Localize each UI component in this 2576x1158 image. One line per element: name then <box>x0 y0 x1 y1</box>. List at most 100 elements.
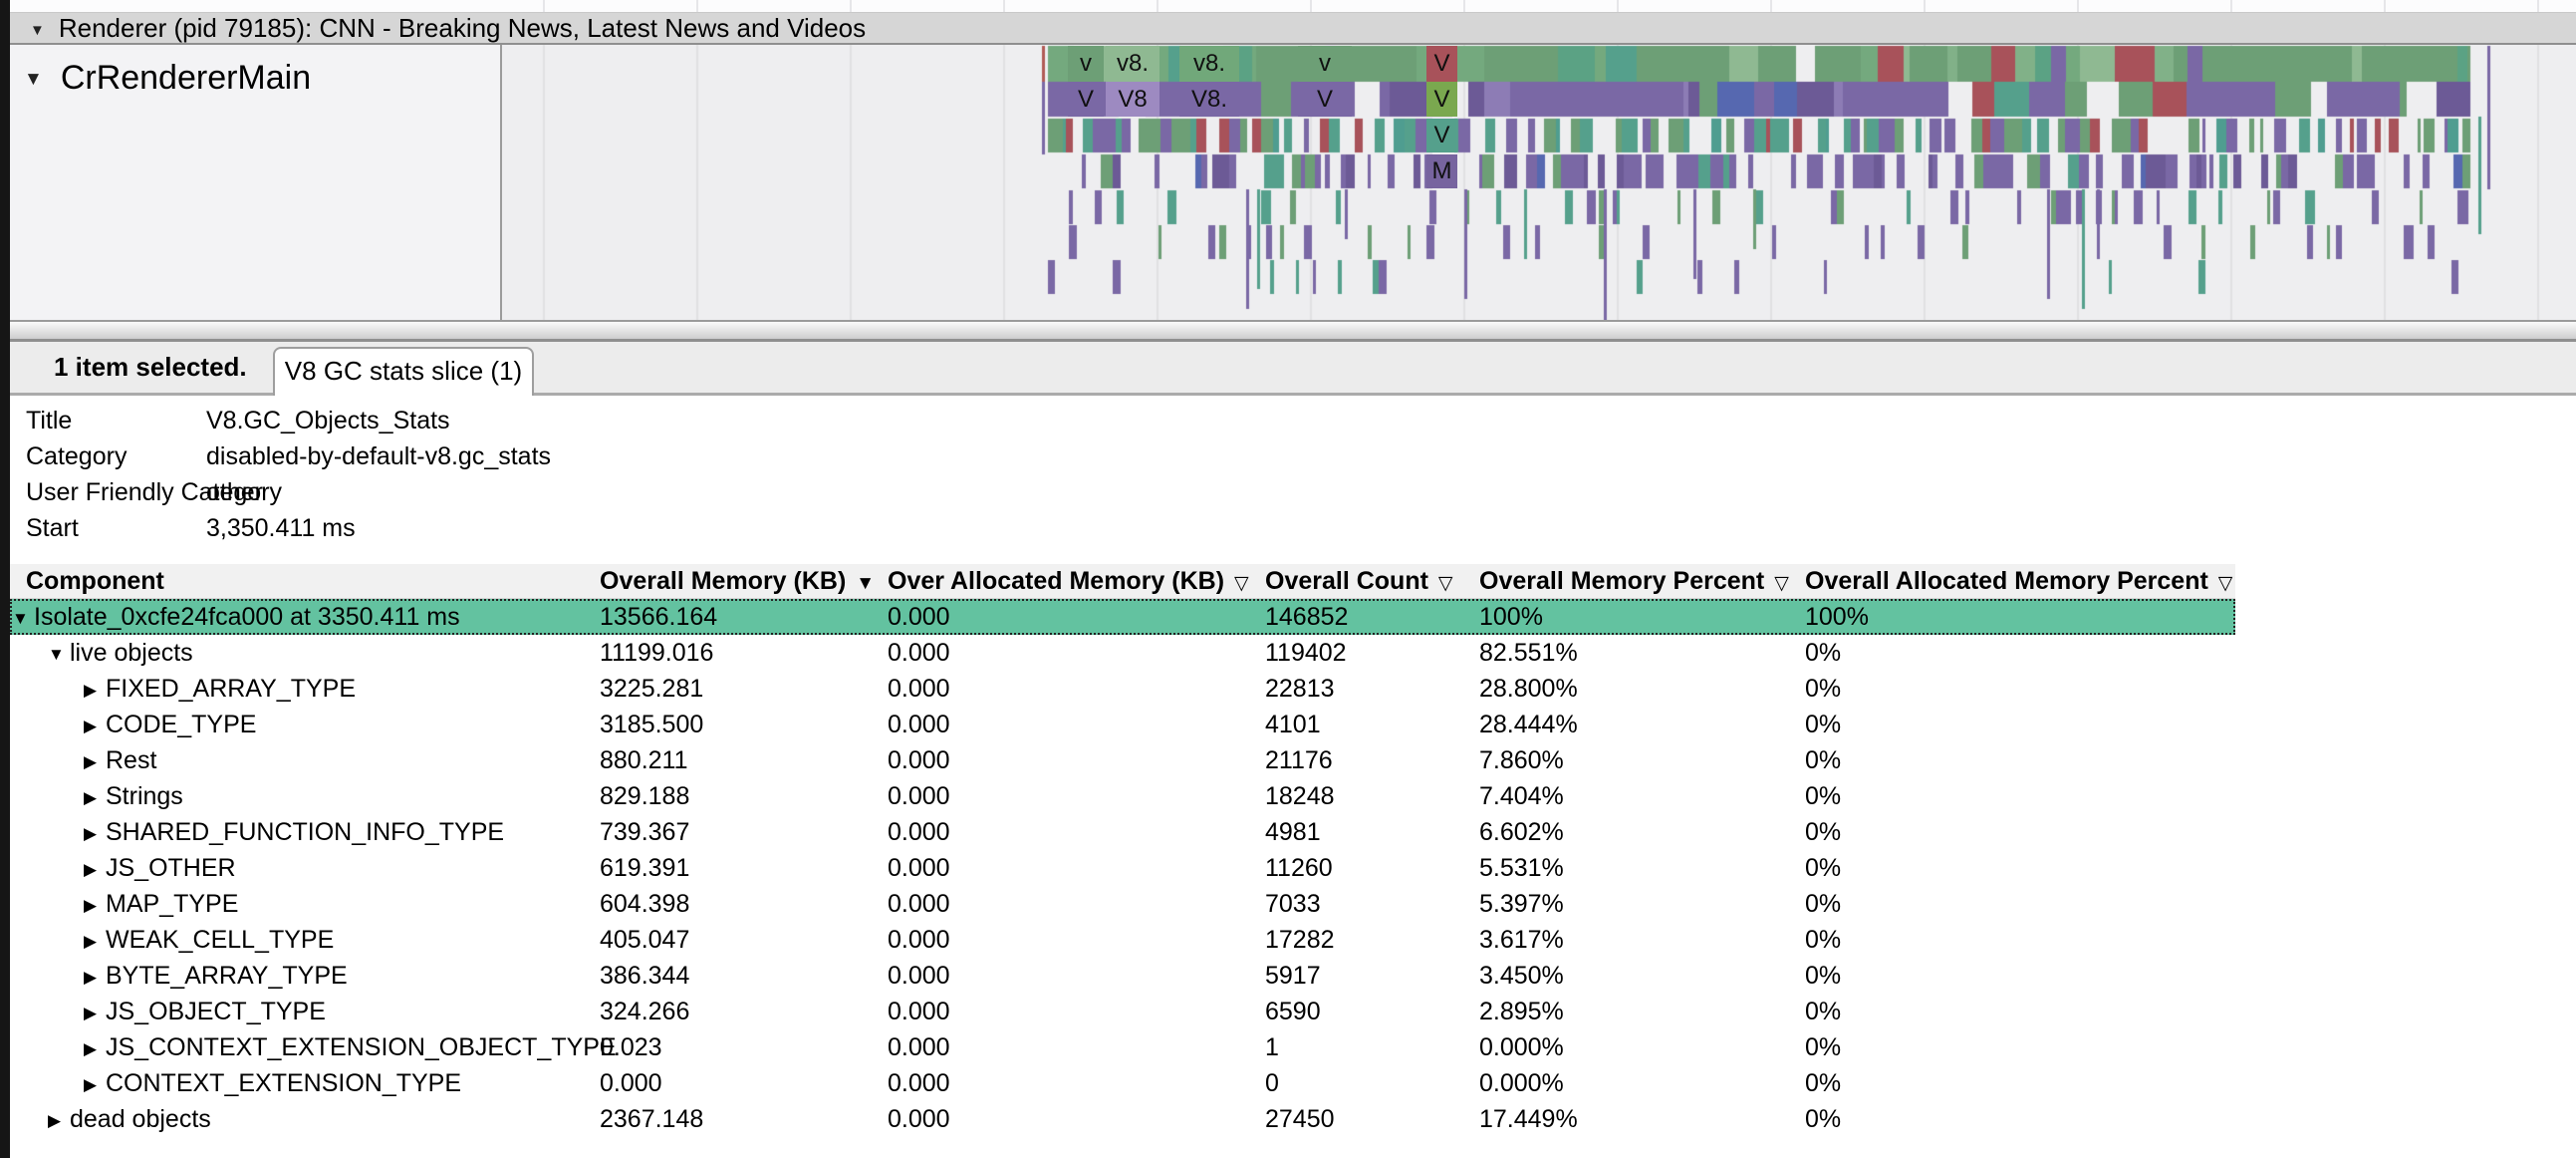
allocated-pct-cell: 0% <box>1805 1069 1842 1097</box>
detail-row: Title V8.GC_Objects_Stats <box>10 403 2576 438</box>
collapsed-arrow-icon[interactable]: ▶ <box>84 752 98 771</box>
count-cell: 11260 <box>1265 854 1333 882</box>
collapsed-arrow-icon[interactable]: ▶ <box>84 1075 98 1094</box>
table-body: ▼ Isolate_0xcfe24fca000 at 3350.411 ms 135… <box>10 599 2235 1137</box>
collapsed-arrow-icon[interactable]: ▶ <box>84 932 98 951</box>
component-label: JS_OTHER <box>106 854 236 882</box>
component-cell: ▼ Isolate_0xcfe24fca000 at 3350.411 ms <box>10 599 600 635</box>
table-row[interactable]: ▶ Rest 880.211 0.000 21176 7.860% 0% <box>10 742 2235 778</box>
component-label: dead objects <box>70 1105 211 1133</box>
memory-pct-cell: 7.860% <box>1479 746 1564 774</box>
column-header-over-allocated-memory-kb-[interactable]: Over Allocated Memory (KB) ▽ <box>888 564 1265 598</box>
column-header-overall-count[interactable]: Overall Count ▽ <box>1265 564 1479 598</box>
flame-slice-label[interactable]: v <box>1298 46 1352 82</box>
component-cell: ▶ Rest <box>10 742 600 778</box>
count-cell: 1 <box>1265 1033 1279 1061</box>
flame-slice-label[interactable]: V <box>1298 82 1352 117</box>
flame-slice-label[interactable]: v8. <box>1179 46 1239 82</box>
component-cell: ▼ live objects <box>10 635 600 671</box>
component-label: JS_OBJECT_TYPE <box>106 998 326 1025</box>
component-cell: ▶ JS_OBJECT_TYPE <box>10 994 600 1029</box>
table-row[interactable]: ▶ MAP_TYPE 604.398 0.000 7033 5.397% 0% <box>10 886 2235 922</box>
splitter-drag-handle[interactable] <box>10 322 2576 342</box>
sort-arrow-icon[interactable]: ▽ <box>1774 573 1789 594</box>
sort-arrow-active-icon[interactable]: ▼ <box>856 573 876 594</box>
column-header-overall-memory-kb-[interactable]: Overall Memory (KB) ▼ <box>600 564 888 598</box>
flame-slice-label[interactable]: V <box>1426 82 1457 117</box>
flame-slice-label[interactable]: V <box>1426 46 1457 82</box>
table-row[interactable]: ▶ BYTE_ARRAY_TYPE 386.344 0.000 5917 3.450% 0% <box>10 958 2235 994</box>
column-header-component[interactable]: Component <box>10 564 600 598</box>
component-cell: ▶ JS_CONTEXT_EXTENSION_OBJECT_TYPE <box>10 1029 617 1065</box>
over-allocated-cell: 0.000 <box>888 962 950 990</box>
flame-slice-label[interactable]: V8. <box>1179 82 1239 117</box>
over-allocated-cell: 0.000 <box>888 603 950 631</box>
table-row[interactable]: ▶ SHARED_FUNCTION_INFO_TYPE 739.367 0.000 49… <box>10 814 2235 850</box>
collapsed-arrow-icon[interactable]: ▶ <box>84 1004 98 1022</box>
sort-arrow-icon[interactable]: ▽ <box>1234 573 1249 594</box>
collapsed-arrow-icon[interactable]: ▶ <box>84 824 98 843</box>
gc-stats-table: Component Overall Memory (KB) ▼ Over Alloca… <box>10 564 2235 1137</box>
tab-v8-gc-stats-slice[interactable]: V8 GC stats slice (1) <box>273 347 534 396</box>
table-row[interactable]: ▶ JS_OTHER 619.391 0.000 11260 5.531% 0% <box>10 850 2235 886</box>
count-cell: 4101 <box>1265 711 1321 738</box>
detail-row: Category disabled-by-default-v8.gc_stats <box>10 438 2576 474</box>
table-row[interactable]: ▼ live objects 11199.016 0.000 119402 82.551%… <box>10 635 2235 671</box>
collapsed-arrow-icon[interactable]: ▶ <box>84 896 98 915</box>
table-row[interactable]: ▶ JS_CONTEXT_EXTENSION_OBJECT_TYPE 0.023 0.… <box>10 1029 2235 1065</box>
memory-cell: 604.398 <box>600 890 690 918</box>
collapsed-arrow-icon[interactable]: ▶ <box>84 860 98 879</box>
component-label: Strings <box>106 782 183 810</box>
allocated-pct-cell: 0% <box>1805 746 1842 774</box>
table-row[interactable]: ▶ FIXED_ARRAY_TYPE 3225.281 0.000 22813 28.80… <box>10 671 2235 707</box>
sort-arrow-icon[interactable]: ▽ <box>1437 573 1453 594</box>
flame-slice-label[interactable]: v <box>1068 46 1104 82</box>
table-row[interactable]: ▶ CONTEXT_EXTENSION_TYPE 0.000 0.000 0 0.000%… <box>10 1065 2235 1101</box>
flame-slice-label[interactable]: v8. <box>1106 46 1159 82</box>
flame-slice-label[interactable]: M <box>1426 154 1457 188</box>
collapsed-arrow-icon[interactable]: ▶ <box>84 968 98 987</box>
table-row[interactable]: ▼ Isolate_0xcfe24fca000 at 3350.411 ms 135… <box>10 599 2235 635</box>
component-label: WEAK_CELL_TYPE <box>106 926 335 954</box>
flame-slice-label[interactable]: V <box>1068 82 1104 117</box>
expanded-arrow-icon[interactable]: ▼ <box>12 609 29 628</box>
collapsed-arrow-icon[interactable]: ▶ <box>84 681 98 700</box>
collapsed-arrow-icon[interactable]: ▶ <box>84 1039 98 1058</box>
table-row[interactable]: ▶ dead objects 2367.148 0.000 27450 17.449% 0% <box>10 1101 2235 1137</box>
over-allocated-cell: 0.000 <box>888 711 950 738</box>
count-cell: 7033 <box>1265 890 1321 918</box>
memory-pct-cell: 100% <box>1479 603 1543 631</box>
component-cell: ▶ Strings <box>10 778 600 814</box>
memory-pct-cell: 5.531% <box>1479 854 1564 882</box>
column-header-overall-allocated-memory-percent[interactable]: Overall Allocated Memory Percent ▽ <box>1805 564 2235 598</box>
table-row[interactable]: ▶ WEAK_CELL_TYPE 405.047 0.000 17282 3.617% 0% <box>10 922 2235 958</box>
count-cell: 0 <box>1265 1069 1279 1097</box>
over-allocated-cell: 0.000 <box>888 998 950 1025</box>
component-cell: ▶ WEAK_CELL_TYPE <box>10 922 600 958</box>
timeline-track-area[interactable]: ▼ CrRendererMain <box>10 45 2576 320</box>
detail-value: 3,350.411 ms <box>206 514 356 542</box>
flame-slice-label[interactable]: V8 <box>1106 82 1159 117</box>
collapsed-arrow-icon[interactable]: ▶ <box>48 1111 62 1130</box>
table-row[interactable]: ▶ CODE_TYPE 3185.500 0.000 4101 28.444% 0% <box>10 707 2235 742</box>
column-header-overall-memory-percent[interactable]: Overall Memory Percent ▽ <box>1479 564 1805 598</box>
sort-arrow-icon[interactable]: ▽ <box>2217 573 2233 594</box>
table-row[interactable]: ▶ JS_OBJECT_TYPE 324.266 0.000 6590 2.895% 0% <box>10 994 2235 1029</box>
allocated-pct-cell: 0% <box>1805 782 1842 810</box>
over-allocated-cell: 0.000 <box>888 746 950 774</box>
expanded-arrow-icon[interactable]: ▼ <box>48 645 65 664</box>
flame-slice-label[interactable]: V <box>1426 119 1457 152</box>
process-header-renderer[interactable]: ▼ Renderer (pid 79185): CNN - Breaking Ne… <box>10 12 2576 45</box>
collapse-triangle-icon[interactable]: ▼ <box>30 22 45 39</box>
collapsed-arrow-icon[interactable]: ▶ <box>84 717 98 735</box>
collapsed-arrow-icon[interactable]: ▶ <box>84 788 98 807</box>
over-allocated-cell: 0.000 <box>888 782 950 810</box>
collapse-triangle-icon[interactable]: ▼ <box>24 69 43 90</box>
table-row[interactable]: ▶ Strings 829.188 0.000 18248 7.404% 0% <box>10 778 2235 814</box>
flame-chart-canvas[interactable] <box>504 45 2576 320</box>
thread-track-crrenderermain[interactable]: ▼ CrRendererMain <box>10 55 500 101</box>
memory-cell: 324.266 <box>600 998 690 1025</box>
allocated-pct-cell: 0% <box>1805 890 1842 918</box>
track-label-panel: ▼ CrRendererMain <box>10 45 502 320</box>
